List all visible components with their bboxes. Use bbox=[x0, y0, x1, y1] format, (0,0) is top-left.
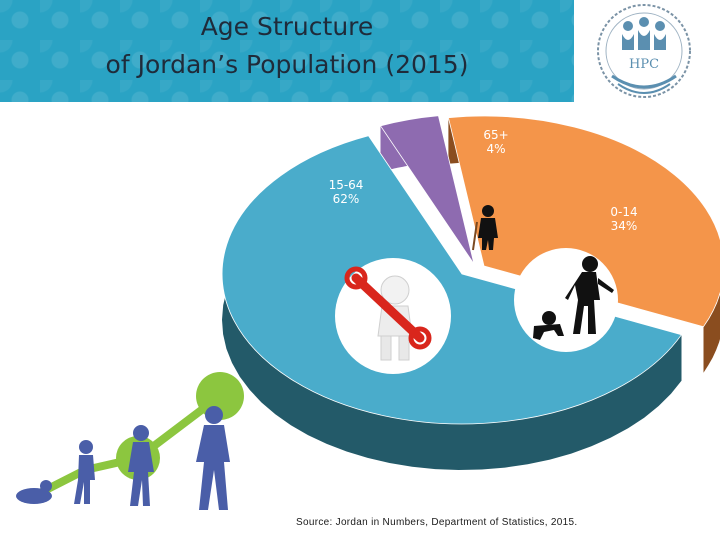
source-note: Source: Jordan in Numbers, Department of… bbox=[296, 517, 578, 528]
slice-label-65plus-category: 65+ bbox=[483, 128, 509, 142]
growth-figures-icon bbox=[16, 372, 244, 510]
svg-text:HPC: HPC bbox=[629, 57, 659, 72]
pie-slice-0-14 bbox=[447, 115, 720, 328]
hpc-logo-icon: HPC bbox=[597, 4, 691, 98]
slice-label-65plus-value: 4% bbox=[486, 142, 506, 156]
slice-label-65plus: 65+ 4% bbox=[476, 128, 516, 156]
slice-label-0-14-value: 34% bbox=[610, 219, 638, 233]
title-banner: Age Structure of Jordan’s Population (20… bbox=[0, 0, 574, 102]
child-and-baby-icon bbox=[533, 256, 614, 340]
worker-with-wrench-icon bbox=[344, 266, 432, 361]
slice-label-0-14-category: 0-14 bbox=[610, 205, 638, 219]
pie-slice-65+ bbox=[379, 115, 475, 265]
slice-label-15-64-category: 15-64 bbox=[328, 178, 364, 192]
child-icon-bg bbox=[514, 248, 618, 352]
elderly-person-icon bbox=[472, 205, 498, 251]
slice-label-15-64-value: 62% bbox=[332, 192, 360, 206]
chart-title-line-1: Age Structure bbox=[200, 12, 374, 41]
slice-label-0-14: 0-14 34% bbox=[604, 205, 644, 233]
slice-label-15-64: 15-64 62% bbox=[318, 178, 374, 206]
chart-title-line-2: of Jordan’s Population (2015) bbox=[105, 50, 469, 79]
